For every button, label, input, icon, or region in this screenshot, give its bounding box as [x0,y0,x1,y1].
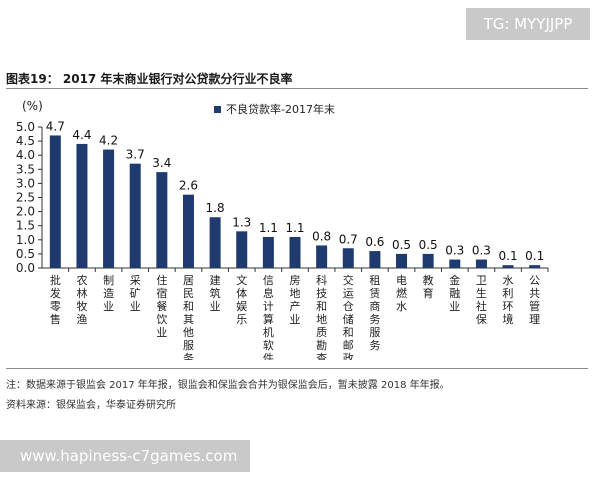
x-category-label: 教育 [423,274,434,300]
legend-label: 不良贷款率-2017年末 [226,102,335,116]
x-category-label: 住宿餐饮业 [156,273,167,339]
bar [316,245,328,268]
bar-value-label: 4.2 [99,134,118,148]
bar [289,236,301,268]
y-tick-label: 0.5 [16,247,35,261]
x-category-label: 制造业 [103,274,114,313]
x-category-label: 交运仓储和邮政 [343,273,354,360]
figure-title: 图表19： 2017 年末商业银行对公贷款分行业不良率 [6,72,293,86]
bar-value-label: 0.3 [472,244,491,258]
bar-value-label: 1.1 [285,221,304,235]
bar-value-label: 0.7 [339,232,358,246]
x-category-label: 农林牧渔 [76,273,87,326]
bar-value-label: 0.5 [419,238,438,252]
y-tick-label: 5.0 [16,120,35,134]
bar [396,253,408,268]
watermark-bottom: www.hapiness-c7games.com [0,440,250,472]
bar-value-label: 1.8 [206,201,225,215]
x-category-label: 信息计算机软件 [263,274,274,360]
y-tick-label: 4.0 [16,148,35,162]
x-category-label: 居民和其他服务 [183,274,194,360]
legend-swatch [214,106,221,113]
x-category-label: 批发零售 [50,273,61,326]
bar-value-label: 4.4 [72,128,91,142]
bar [369,251,381,268]
bar [209,217,221,268]
bar [76,143,88,268]
bar [262,236,274,268]
bar [129,163,141,268]
bar-value-label: 0.8 [312,229,331,243]
bar [529,265,541,268]
y-tick-label: 3.5 [16,162,35,176]
x-category-label: 采矿业 [130,274,141,313]
bar [342,248,354,268]
x-category-label: 金融业 [449,273,460,313]
x-category-label: 公共管理 [529,274,540,326]
x-category-label: 卫生社保 [476,274,487,326]
bar-value-label: 3.7 [126,148,145,162]
bar-value-label: 0.1 [499,249,518,263]
bar-value-label: 3.4 [152,156,171,170]
bar [449,259,461,268]
x-category-label: 文体娱乐 [236,273,247,326]
data-note: 注：数据来源于银监会 2017 年年报，银监会和保监会合并为银保监会后，暂未披露… [6,380,450,391]
y-tick-label: 3.0 [16,176,35,190]
x-category-label: 科技和地质勘查 [316,273,327,360]
bar [156,172,168,268]
bar [49,135,61,268]
x-category-label: 建筑业 [210,273,221,313]
bar-value-label: 0.1 [525,249,544,263]
figure-title-bar: 图表19： 2017 年末商业银行对公贷款分行业不良率 [6,68,586,88]
footer-divider [6,368,588,369]
bar [422,253,434,268]
bar-value-label: 2.6 [179,179,198,193]
bar-value-label: 1.3 [232,215,251,229]
bar-value-label: 1.1 [259,221,278,235]
x-category-label: 租赁商务服务 [369,274,380,352]
bar-value-label: 0.5 [392,238,411,252]
y-axis-unit: (%) [22,99,43,113]
x-category-label: 电燃水 [396,274,407,313]
y-tick-label: 0.0 [16,261,35,275]
y-tick-label: 2.0 [16,205,35,219]
y-tick-label: 1.0 [16,233,35,247]
bar [502,265,514,268]
bar-value-label: 0.6 [365,235,384,249]
bar-value-label: 0.3 [445,244,464,258]
y-tick-label: 2.5 [16,191,35,205]
y-tick-label: 4.5 [16,134,35,148]
watermark-top: TG: MYYJJPP [466,8,590,40]
x-category-label: 房地产业 [290,274,301,326]
bar [103,149,115,268]
bar [182,194,194,268]
title-divider [6,88,588,89]
bar [475,259,487,268]
bar-chart: 0.00.51.01.52.02.53.03.54.04.55.0 4.7批发零售… [16,102,549,360]
bar [236,231,248,268]
data-source: 资料来源：银保监会，华泰证券研究所 [6,400,176,411]
bar-value-label: 4.7 [46,119,65,133]
x-category-label: 水利环境 [503,274,514,326]
y-tick-label: 1.5 [16,219,35,233]
